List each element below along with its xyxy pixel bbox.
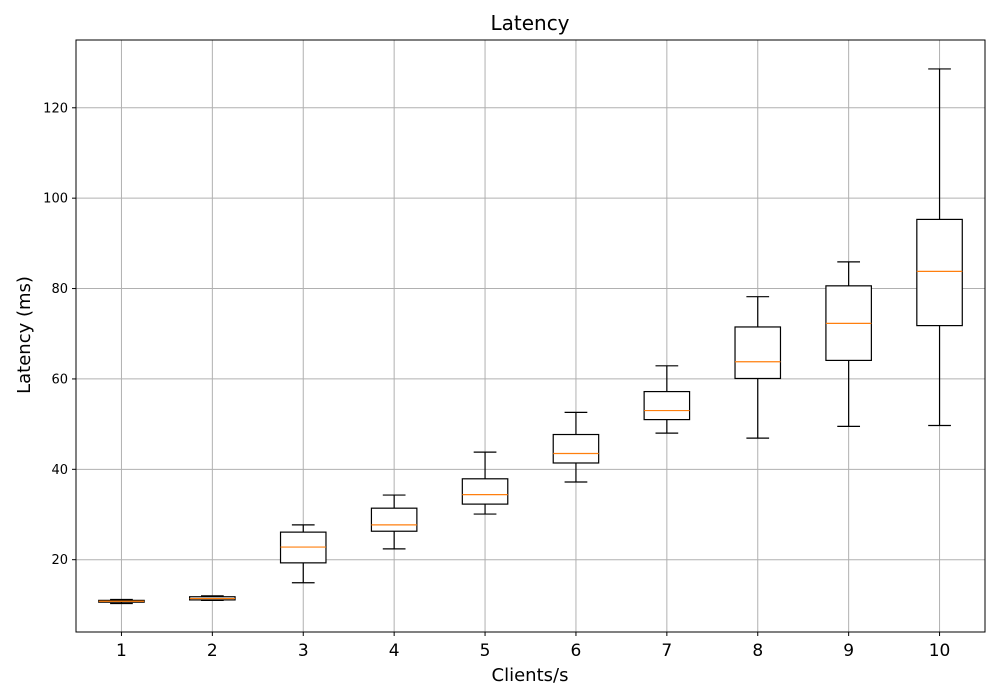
y-tick-label: 60 bbox=[51, 372, 68, 387]
box-4 bbox=[370, 494, 418, 550]
iqr-box bbox=[552, 433, 600, 464]
y-tick-label: 100 bbox=[43, 192, 68, 207]
chart-title: Latency bbox=[490, 11, 569, 35]
y-tick-label: 120 bbox=[43, 101, 68, 116]
box-9 bbox=[825, 261, 872, 427]
x-tick-label: 9 bbox=[843, 641, 854, 661]
box-1 bbox=[98, 598, 145, 605]
x-tick-label: 3 bbox=[298, 641, 309, 661]
x-tick-label: 8 bbox=[752, 641, 763, 661]
iqr-box bbox=[643, 390, 691, 421]
box-5 bbox=[461, 451, 509, 515]
box-series bbox=[98, 68, 963, 605]
box-2 bbox=[189, 595, 236, 601]
plot-area-frame bbox=[75, 39, 986, 633]
iqr-box bbox=[734, 326, 782, 380]
y-axis-ticks: 20 40 60 80 100 120 bbox=[43, 101, 76, 568]
x-tick-label: 7 bbox=[661, 641, 672, 661]
x-tick-label: 1 bbox=[116, 641, 127, 661]
x-tick-label: 2 bbox=[207, 641, 218, 661]
y-axis-label: Latency (ms) bbox=[14, 276, 35, 394]
box-10 bbox=[916, 68, 963, 427]
x-tick-label: 5 bbox=[480, 641, 491, 661]
y-tick-label: 80 bbox=[51, 282, 68, 297]
x-tick-label: 6 bbox=[571, 641, 582, 661]
box-3 bbox=[279, 524, 327, 584]
iqr-box bbox=[916, 218, 963, 327]
y-tick-label: 40 bbox=[51, 463, 68, 478]
x-axis-ticks: 1 2 3 4 5 6 7 8 9 10 bbox=[116, 632, 950, 661]
y-tick-label: 20 bbox=[51, 553, 68, 568]
iqr-box bbox=[461, 478, 509, 505]
box-6 bbox=[552, 411, 600, 483]
box-7 bbox=[643, 365, 691, 434]
iqr-box bbox=[370, 507, 418, 532]
x-axis-label: Clients/s bbox=[492, 665, 569, 686]
x-tick-label: 4 bbox=[389, 641, 400, 661]
box-8 bbox=[734, 296, 782, 439]
x-tick-label: 10 bbox=[929, 641, 951, 661]
